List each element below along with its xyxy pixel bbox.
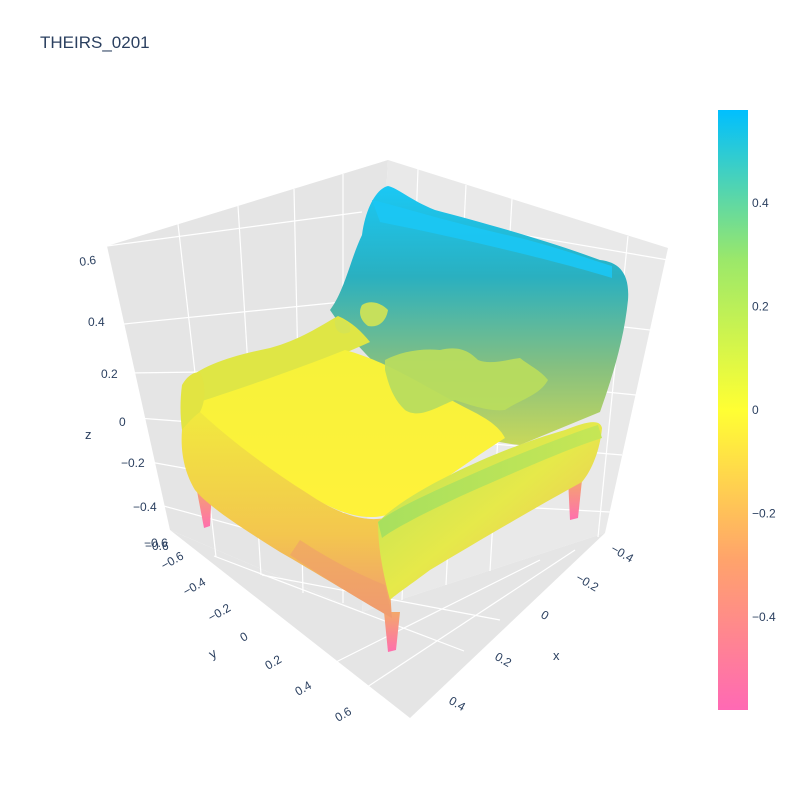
z-tick-label: 0.4 — [88, 315, 105, 329]
colorbar-tick-label: −0.4 — [752, 610, 776, 624]
y-tick-label: −0.6 — [145, 539, 169, 553]
z-tick-label: 0 — [119, 415, 126, 429]
y-tick-label: −0.2 — [206, 600, 234, 624]
z-axis: 0.6 0.4 0.2 0 −0.2 −0.4 −0.6 z — [78, 253, 168, 550]
z-tick-label: 0.2 — [101, 367, 118, 381]
back-texture — [385, 348, 548, 414]
colorbar-tick-label: 0 — [752, 403, 759, 417]
armchair-mesh[interactable] — [180, 186, 629, 652]
x-tick-label: 0.4 — [447, 693, 469, 714]
gridline — [106, 211, 363, 247]
x-tick-label: 0 — [539, 607, 552, 623]
left-armrest-side — [180, 372, 205, 430]
gridline — [319, 559, 541, 671]
back-texture — [334, 319, 351, 334]
left-armrest — [185, 316, 370, 410]
y-tick-label: 0.6 — [333, 704, 355, 725]
chair-shadow — [290, 540, 392, 618]
z-tick-label: −0.6 — [144, 536, 168, 550]
colorbar: −0.4 −0.2 0 0.2 0.4 — [718, 110, 776, 710]
colorbar-tick-label: −0.2 — [752, 506, 776, 520]
gridline — [354, 549, 576, 696]
y-tick-label: −0.4 — [181, 574, 209, 598]
z-tick-label: −0.2 — [121, 456, 145, 470]
colorbar-gradient — [718, 110, 748, 710]
y-tick-label: 0.2 — [263, 652, 285, 673]
chart-title: THEIRS_0201 — [40, 33, 150, 52]
right-armrest — [378, 422, 602, 600]
y-axis-title: y — [206, 645, 220, 661]
colorbar-tick-label: 0.4 — [752, 196, 769, 210]
back-texture — [360, 302, 388, 327]
z-axis-title: z — [85, 427, 92, 442]
gridline — [113, 299, 363, 326]
x-axis-title: x — [553, 648, 560, 663]
y-tick-label: 0 — [238, 629, 251, 645]
z-tick-label: −0.4 — [133, 500, 157, 514]
backrest-highlight — [372, 200, 612, 278]
x-tick-label: 0.2 — [493, 649, 515, 670]
gridline — [213, 555, 465, 652]
colorbar-ticks: −0.4 −0.2 0 0.2 0.4 — [752, 196, 776, 624]
colorbar-tick-label: 0.2 — [752, 300, 769, 314]
x-tick-label: −0.4 — [609, 541, 637, 565]
x-tick-label: −0.2 — [574, 570, 602, 594]
right-armrest-top — [378, 425, 602, 538]
chair-leg — [568, 478, 582, 520]
z-tick-label: 0.6 — [78, 253, 97, 269]
y-tick-label: 0.4 — [293, 678, 315, 699]
chair-leg — [384, 612, 400, 652]
